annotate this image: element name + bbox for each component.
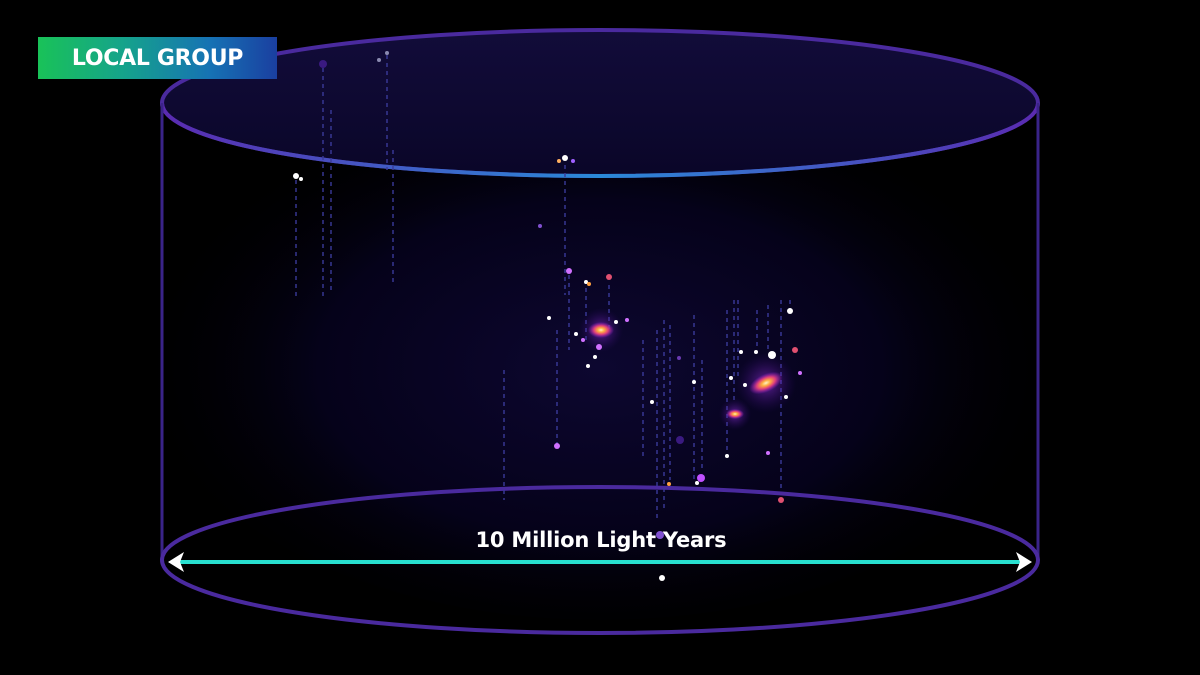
scale-label: 10 Million Light Years [475, 528, 727, 552]
dwarf-galaxies [293, 51, 802, 581]
triangulum-galaxy [726, 409, 744, 419]
arrowhead-right-icon [1016, 552, 1032, 572]
cylinder-top-front-rim [160, 102, 1040, 178]
milky-way-galaxy [588, 322, 614, 338]
local-group-badge: LOCAL GROUP [38, 37, 277, 79]
andromeda-galaxy [749, 371, 783, 395]
local-group-badge-label: LOCAL GROUP [71, 45, 244, 71]
cylinder-bottom [160, 485, 1040, 635]
arrowhead-left-icon [168, 552, 184, 572]
drop-lines [295, 55, 791, 520]
